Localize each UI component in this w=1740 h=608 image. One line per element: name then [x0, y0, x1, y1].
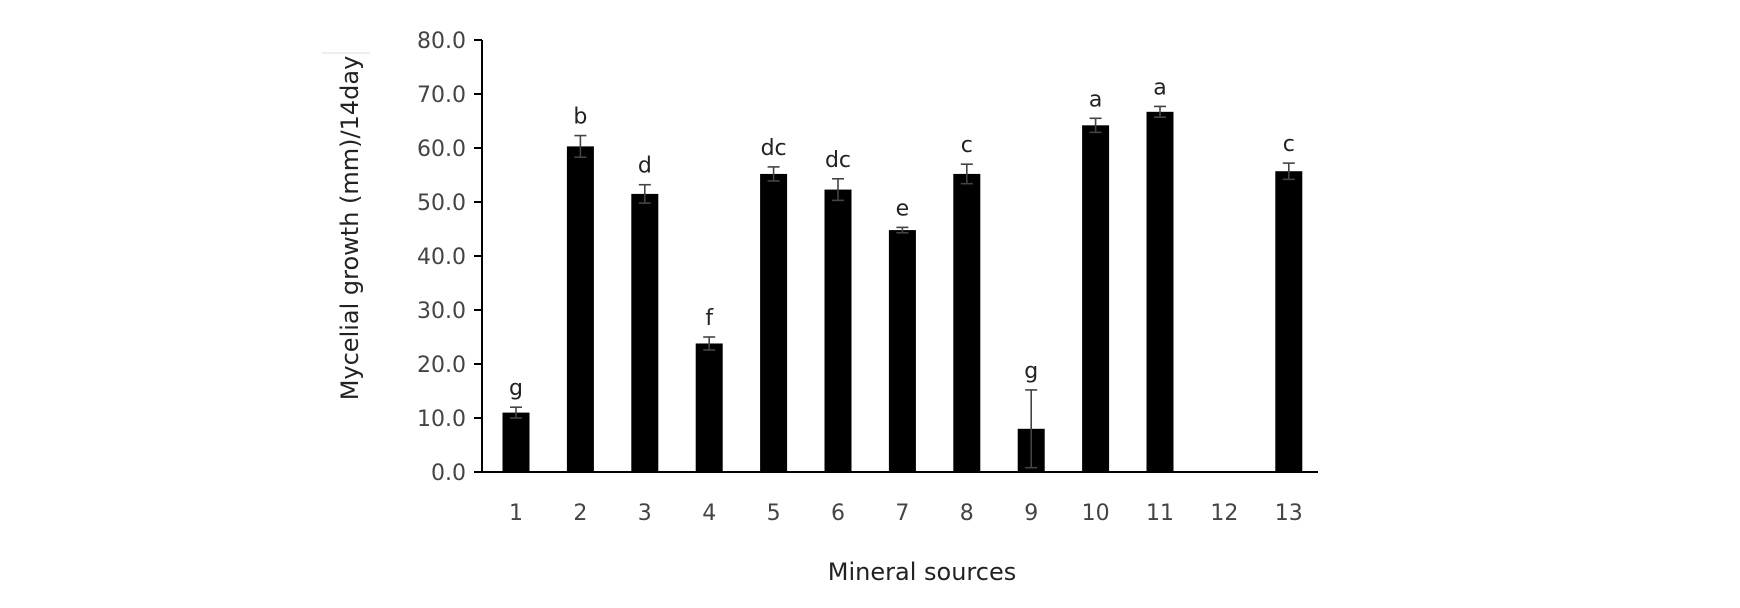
significance-letter: dc	[761, 136, 787, 161]
significance-letter: c	[961, 133, 973, 158]
bar	[631, 193, 659, 472]
significance-letter: g	[1024, 359, 1038, 384]
significance-letter: g	[509, 376, 523, 401]
y-axis-title: Mycelial growth (mm)/14day	[336, 56, 364, 401]
y-tick-label: 20.0	[417, 353, 466, 378]
y-tick-label: 0.0	[431, 461, 466, 486]
bar	[502, 412, 530, 472]
bar	[824, 189, 852, 472]
x-tick-label: 10	[1082, 501, 1110, 526]
x-tick-label: 7	[895, 501, 909, 526]
bar	[695, 343, 723, 472]
y-tick-label: 60.0	[417, 137, 466, 162]
bar	[760, 173, 788, 473]
y-tick-label: 40.0	[417, 245, 466, 270]
y-tick-label: 50.0	[417, 191, 466, 216]
significance-letter: a	[1089, 87, 1102, 112]
y-axis: 0.0 10.0 20.0 30.0 40.0 50.0 60.0 70.0 80.0	[417, 29, 483, 486]
x-tick-label: 12	[1210, 501, 1238, 526]
x-axis: 1 2 3 4 5 6 7 8 9 10 11 12 13	[482, 471, 1318, 526]
bar	[566, 146, 594, 472]
significance-letter: dc	[825, 148, 851, 173]
bar	[953, 173, 981, 473]
x-tick-label: 13	[1275, 501, 1303, 526]
y-tick-label: 30.0	[417, 299, 466, 324]
bar	[1082, 125, 1110, 472]
bars-group	[502, 111, 1303, 473]
significance-letter: c	[1283, 132, 1295, 157]
x-tick-label: 11	[1146, 501, 1174, 526]
y-tick-label: 10.0	[417, 407, 466, 432]
x-tick-label: 5	[767, 501, 781, 526]
x-tick-label: 6	[831, 501, 845, 526]
significance-letters-group: g b d f dc dc e c g a a c	[509, 75, 1295, 401]
x-tick-label: 2	[573, 501, 587, 526]
y-tick-label: 70.0	[417, 83, 466, 108]
bar	[1146, 111, 1174, 472]
significance-letter: e	[896, 196, 910, 221]
x-tick-label: 9	[1024, 501, 1038, 526]
significance-letter: a	[1153, 75, 1166, 100]
error-bars-group	[510, 105, 1295, 469]
significance-letter: d	[638, 154, 652, 179]
bar	[888, 230, 916, 472]
y-tick-label: 80.0	[417, 29, 466, 54]
x-tick-label: 4	[702, 501, 716, 526]
significance-letter: b	[573, 105, 587, 130]
bar	[1275, 171, 1303, 472]
x-axis-title: Mineral sources	[828, 558, 1016, 586]
x-tick-label: 3	[638, 501, 652, 526]
significance-letter: f	[705, 306, 714, 331]
x-tick-label: 8	[960, 501, 974, 526]
x-tick-label: 1	[509, 501, 523, 526]
